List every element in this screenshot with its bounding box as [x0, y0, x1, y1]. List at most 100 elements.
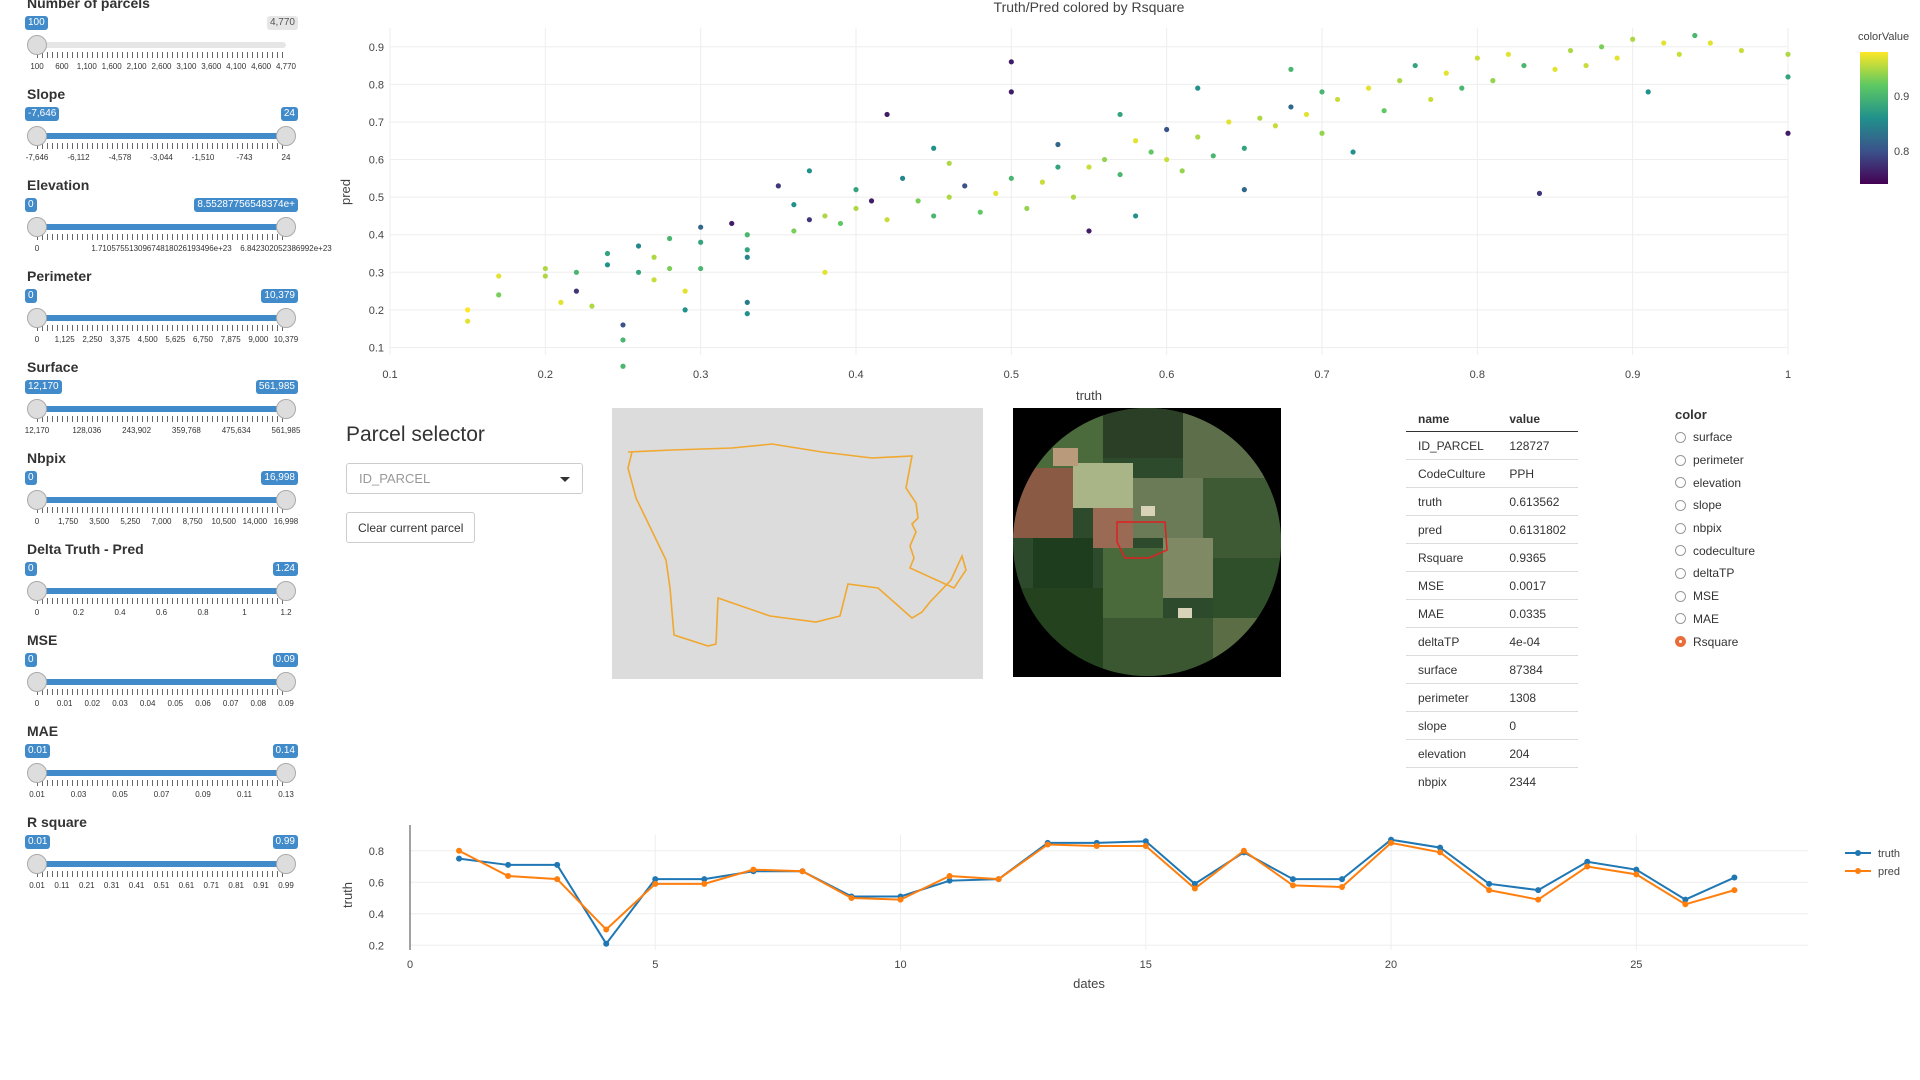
- satellite-view: [1013, 408, 1281, 676]
- scatter-point: [1707, 40, 1713, 46]
- slider-track[interactable]: [37, 588, 286, 594]
- y-axis-label: truth: [340, 882, 355, 908]
- slider-track[interactable]: [37, 770, 286, 776]
- slider-max-value: 561,985: [255, 380, 298, 394]
- slider-range-fill: [37, 588, 286, 594]
- color-option-rsquare[interactable]: Rsquare: [1675, 630, 1755, 653]
- slider-track[interactable]: [37, 406, 286, 412]
- legend-marker: [1855, 868, 1861, 874]
- slider-handle-min[interactable]: [27, 672, 47, 692]
- slider-handle-min[interactable]: [27, 308, 47, 328]
- slider-handle-max[interactable]: [276, 490, 296, 510]
- scatter-point: [620, 322, 626, 328]
- scatter-point: [589, 303, 595, 309]
- slider-handle-max[interactable]: [276, 399, 296, 419]
- slider-3[interactable]: Perimeter 0 10,379 0 1,125 2,250 3,375 4,500 5,6…: [22, 268, 302, 358]
- series-point-pred: [1142, 843, 1149, 850]
- slider-0[interactable]: Number of parcels 100 4,770 100 600 1,100 1,60…: [22, 0, 302, 85]
- scatter-point: [698, 265, 704, 272]
- scatter-point: [1459, 85, 1465, 91]
- slider-handle-min[interactable]: [27, 490, 47, 510]
- color-option-surface[interactable]: surface: [1675, 426, 1755, 449]
- slider-5[interactable]: Nbpix 0 16,998 0 1,750 3,500 5,250 7,000 8,750 10…: [22, 450, 302, 540]
- slider-tick-label: 1,750: [58, 517, 79, 526]
- row-value: 0.0017: [1497, 571, 1579, 600]
- slider-label: R square: [27, 814, 87, 830]
- radio-icon[interactable]: [1675, 454, 1686, 466]
- color-option-slope[interactable]: slope: [1675, 494, 1755, 517]
- color-option-mae[interactable]: MAE: [1675, 608, 1755, 631]
- slider-tick-label: 7,875: [220, 335, 241, 344]
- slider-track[interactable]: [37, 133, 286, 139]
- slider-ticks: [37, 689, 286, 695]
- slider-ticks: [37, 871, 286, 877]
- slider-handle-min[interactable]: [27, 399, 47, 419]
- slider-max-value: 1.24: [272, 562, 298, 576]
- scatter-point: [1008, 89, 1014, 95]
- slider-9[interactable]: R square 0.01 0.99 0.01 0.11 0.21 0.31 0.41 0.51…: [22, 814, 302, 904]
- color-option-nbpix[interactable]: nbpix: [1675, 517, 1755, 540]
- series-point-pred: [603, 926, 610, 933]
- x-tick-label: 0.4: [848, 369, 863, 381]
- parcel-id-select[interactable]: ID_PARCEL: [346, 463, 583, 494]
- slider-7[interactable]: MSE 0 0.09 0 0.01 0.02 0.03 0.04 0.05 0.06 0.07 0.0…: [22, 632, 302, 722]
- color-option-perimeter[interactable]: perimeter: [1675, 449, 1755, 472]
- slider-track[interactable]: [37, 861, 286, 867]
- slider-handle-max[interactable]: [276, 763, 296, 783]
- y-tick-label: 0.2: [369, 940, 384, 952]
- slider-handle-min[interactable]: [27, 763, 47, 783]
- scatter-point: [1241, 145, 1247, 151]
- slider-track[interactable]: [37, 42, 286, 48]
- slider-track[interactable]: [37, 224, 286, 230]
- slider-6[interactable]: Delta Truth - Pred 0 1.24 0 0.2 0.4 0.6 0.8 1 1.2: [22, 541, 302, 631]
- slider-track[interactable]: [37, 679, 286, 685]
- slider-handle-max[interactable]: [276, 126, 296, 146]
- table-row: perimeter 1308: [1406, 683, 1579, 712]
- table-header-row: name value: [1406, 407, 1579, 432]
- slider-handle-min[interactable]: [27, 126, 47, 146]
- radio-icon[interactable]: [1675, 522, 1686, 534]
- slider-handle-min[interactable]: [27, 581, 47, 601]
- radio-icon[interactable]: [1675, 636, 1686, 648]
- x-axis-label: truth: [1076, 388, 1102, 403]
- slider-handle-max[interactable]: [276, 581, 296, 601]
- slider-tick-label: 600: [55, 62, 69, 71]
- slider-track[interactable]: [37, 497, 286, 503]
- slider-handle-max[interactable]: [276, 672, 296, 692]
- slider-1[interactable]: Slope -7,646 24 -7,646 -6,112 -4,578 -3,044 -1,…: [22, 86, 302, 176]
- chart-title: Truth/Pred colored by Rsquare: [994, 0, 1185, 15]
- radio-icon[interactable]: [1675, 499, 1686, 511]
- radio-icon[interactable]: [1675, 567, 1686, 579]
- radio-icon[interactable]: [1675, 590, 1686, 602]
- y-axis-label: pred: [338, 179, 353, 205]
- scatter-point: [1692, 32, 1698, 39]
- table-row: slope 0: [1406, 711, 1579, 740]
- radio-icon[interactable]: [1675, 477, 1686, 489]
- color-option-mse[interactable]: MSE: [1675, 585, 1755, 608]
- color-option-elevation[interactable]: elevation: [1675, 471, 1755, 494]
- slider-handle-min[interactable]: [27, 854, 47, 874]
- slider-min-value: 100: [25, 16, 48, 30]
- slider-track[interactable]: [37, 315, 286, 321]
- radio-icon[interactable]: [1675, 431, 1686, 443]
- slider-handle-min[interactable]: [27, 35, 47, 55]
- slider-handle-min[interactable]: [27, 217, 47, 237]
- legend-marker: [1855, 850, 1861, 856]
- slider-handle-max[interactable]: [276, 854, 296, 874]
- y-tick-label: 0.3: [369, 267, 384, 279]
- slider-8[interactable]: MAE 0.01 0.14 0.01 0.03 0.05 0.07 0.09 0.11 0.13: [22, 723, 302, 813]
- scatter-point: [496, 273, 502, 279]
- slider-tick-label: -6,112: [67, 153, 90, 162]
- slider-handle-max[interactable]: [276, 217, 296, 237]
- color-option-codeculture[interactable]: codeculture: [1675, 539, 1755, 562]
- slider-ticks: [37, 143, 286, 149]
- slider-label: Slope: [27, 86, 66, 102]
- color-option-deltatp[interactable]: deltaTP: [1675, 562, 1755, 585]
- slider-4[interactable]: Surface 12,170 561,985 12,170 128,036 243,902…: [22, 359, 302, 449]
- radio-icon[interactable]: [1675, 545, 1686, 557]
- scatter-point: [1738, 47, 1744, 54]
- clear-parcel-button[interactable]: Clear current parcel: [346, 512, 476, 543]
- slider-2[interactable]: Elevation 0 8.55287756548374e+ 0 1.710575513…: [22, 177, 332, 267]
- radio-icon[interactable]: [1675, 613, 1686, 625]
- slider-handle-max[interactable]: [276, 308, 296, 328]
